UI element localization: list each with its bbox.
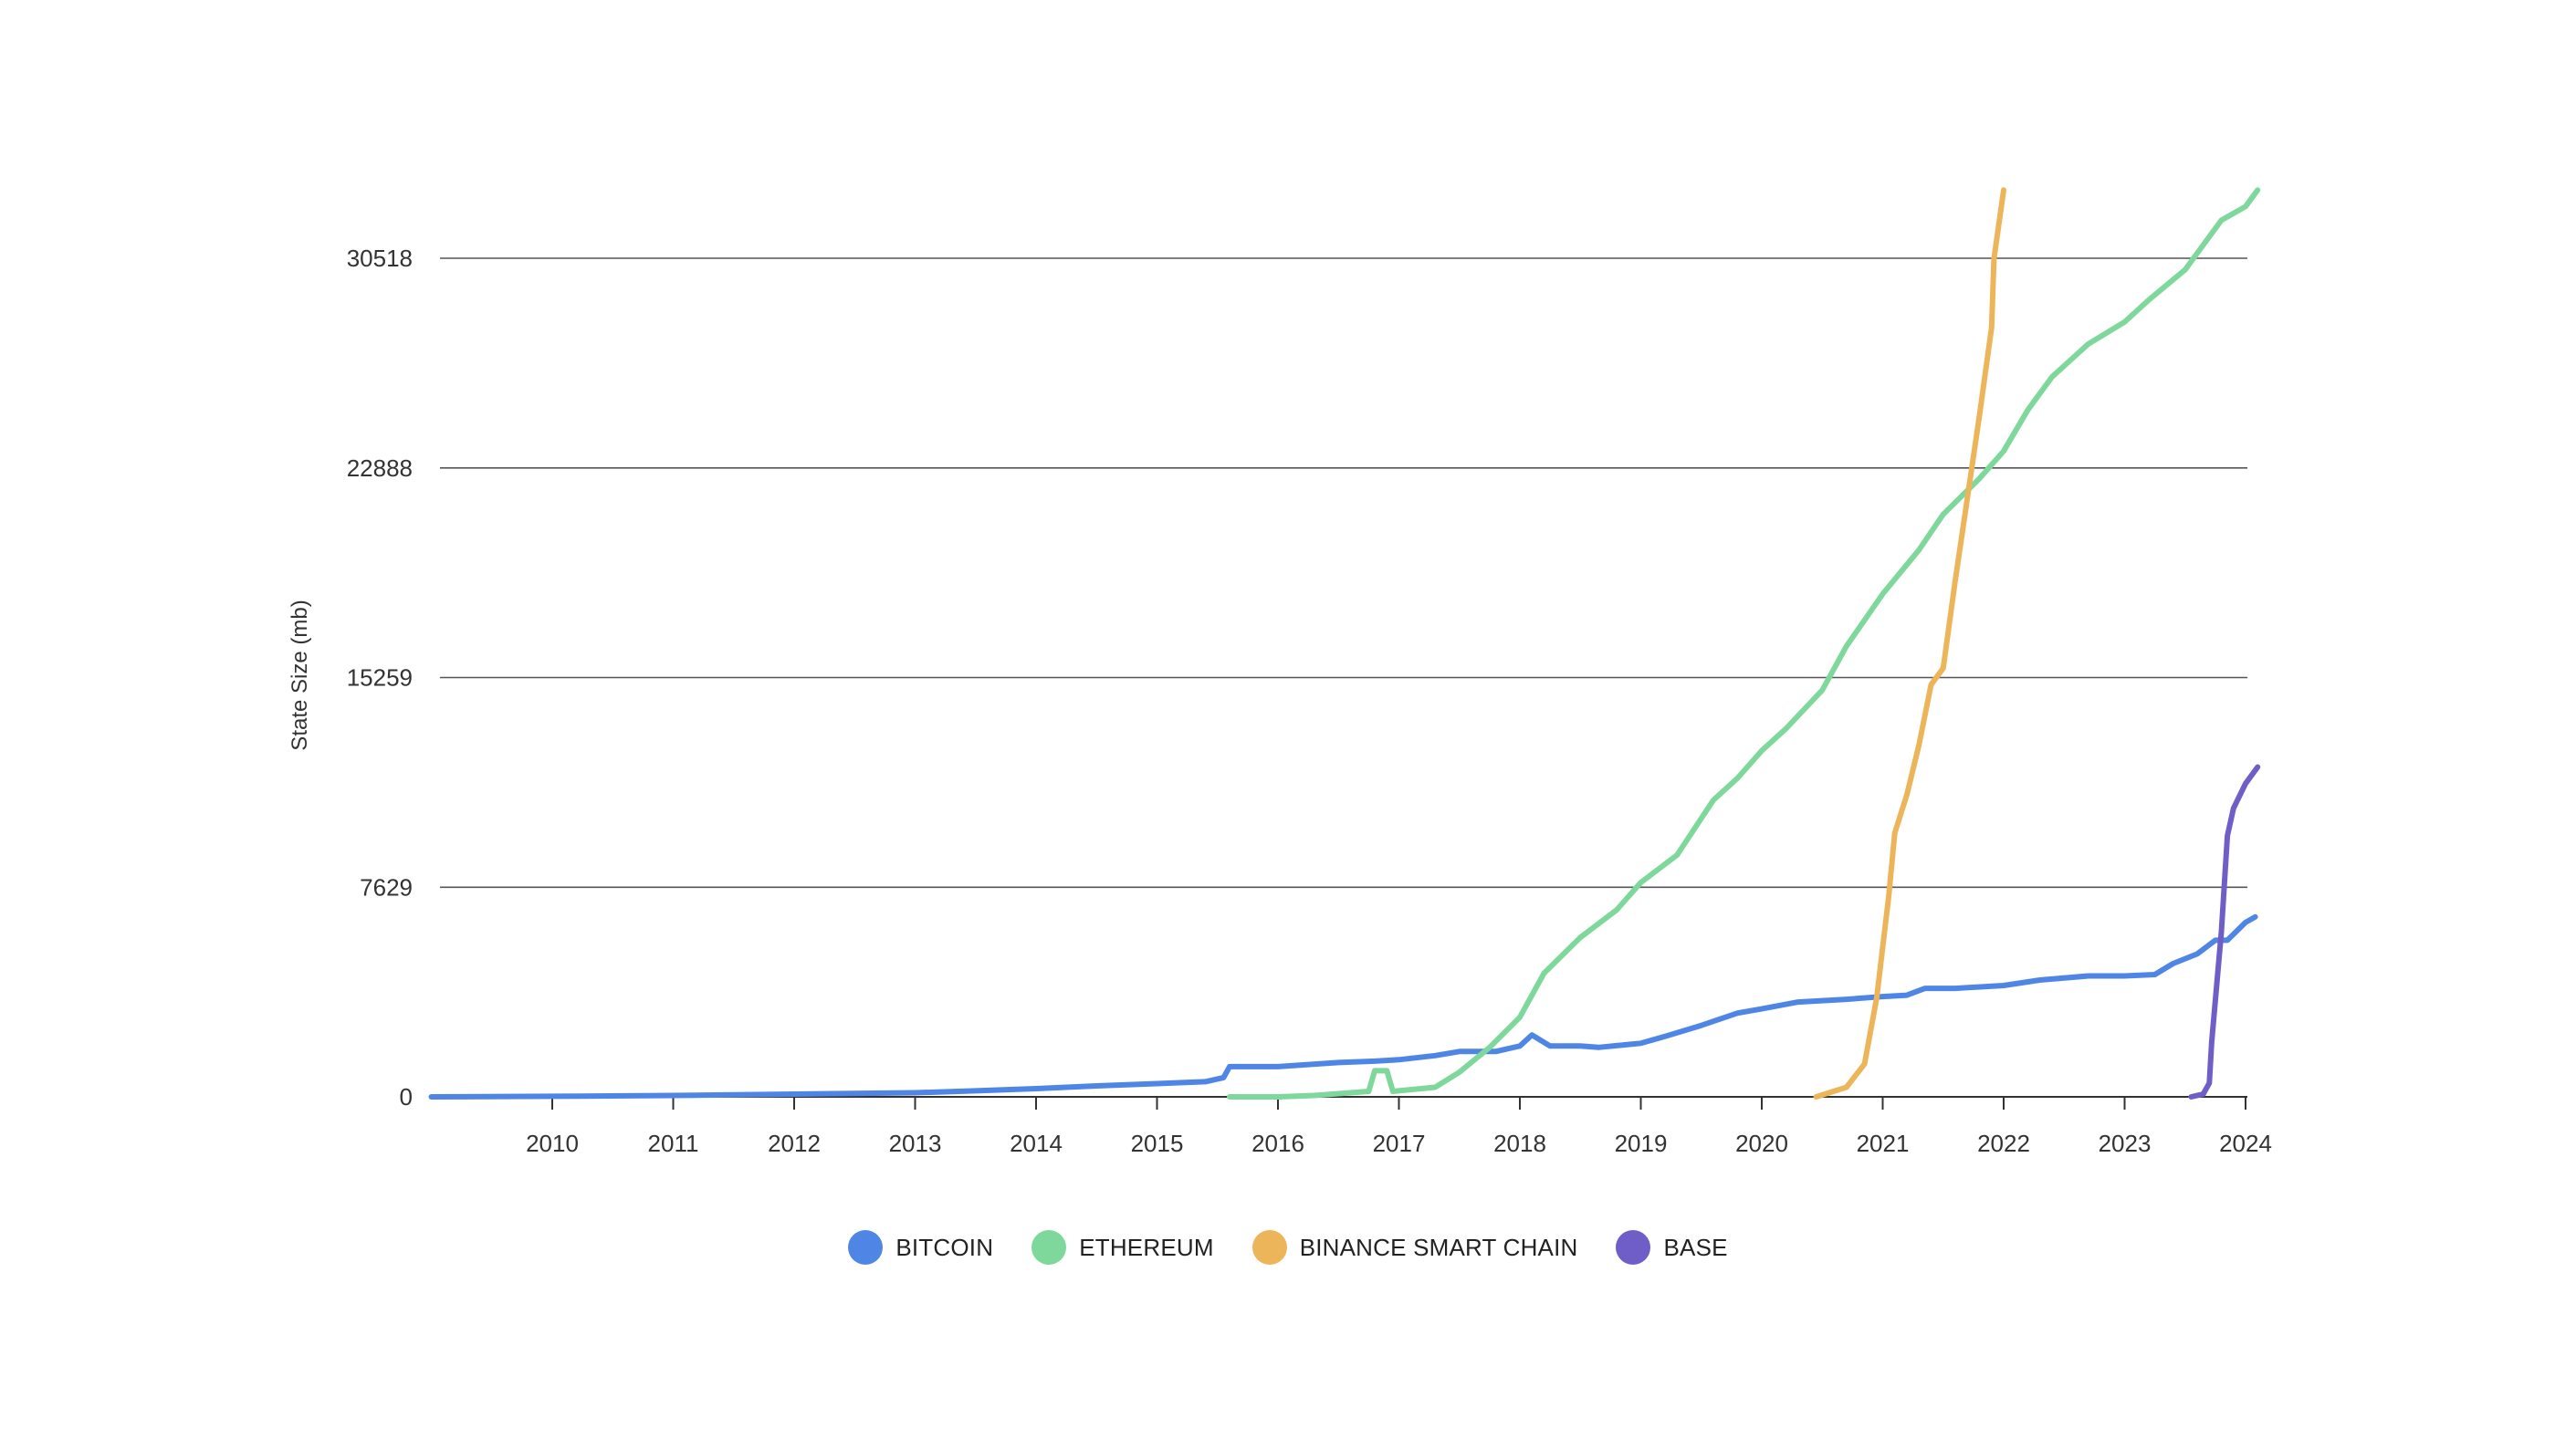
grid-layer bbox=[440, 257, 2247, 889]
y-axis-ticks: 0 7629 15259 22888 30518 bbox=[347, 245, 413, 1111]
x-tick-label: 2015 bbox=[1131, 1130, 1184, 1157]
x-tick-label: 2018 bbox=[1493, 1130, 1546, 1157]
legend-item-ethereum[interactable]: ETHEREUM bbox=[1031, 1230, 1214, 1265]
x-tick-label: 2019 bbox=[1615, 1130, 1668, 1157]
y-tick-label: 15259 bbox=[347, 664, 413, 692]
legend-swatch-base bbox=[1616, 1230, 1651, 1265]
legend-label: BINANCE SMART CHAIN bbox=[1299, 1233, 1578, 1261]
x-tick-label: 2021 bbox=[1857, 1130, 1910, 1157]
x-axis: 2010 2011 2012 2013 2014 2015 2016 2017 2018 2019… bbox=[440, 1096, 2272, 1157]
y-tick-label: 30518 bbox=[347, 245, 413, 272]
legend-swatch-binance-smart-chain bbox=[1251, 1230, 1287, 1265]
x-tick-label: 2023 bbox=[2099, 1130, 2152, 1157]
series-line-binance-smart-chain bbox=[1813, 187, 2006, 1100]
legend-label: BITCOIN bbox=[895, 1233, 994, 1261]
x-tick-label: 2013 bbox=[889, 1130, 942, 1157]
y-tick-label: 22888 bbox=[347, 454, 413, 482]
legend-item-base[interactable]: BASE bbox=[1616, 1230, 1727, 1265]
legend-label: BASE bbox=[1663, 1233, 1728, 1261]
x-tick-label: 2011 bbox=[648, 1130, 699, 1157]
x-tick-label: 2016 bbox=[1251, 1130, 1304, 1157]
series-line-base bbox=[2188, 764, 2261, 1100]
x-tick-label: 2017 bbox=[1373, 1130, 1426, 1157]
x-tick-label: 2010 bbox=[526, 1130, 579, 1157]
x-tick-label: 2012 bbox=[768, 1130, 821, 1157]
legend-swatch-ethereum bbox=[1031, 1230, 1067, 1265]
y-axis-title: State Size (mb) bbox=[288, 600, 312, 750]
series-layer bbox=[428, 187, 2261, 1100]
legend: BITCOIN ETHEREUM BINANCE SMART CHAIN BAS… bbox=[0, 1230, 2576, 1265]
x-tick-label: 2020 bbox=[1735, 1130, 1788, 1157]
legend-swatch-bitcoin bbox=[848, 1230, 884, 1265]
legend-label: ETHEREUM bbox=[1079, 1233, 1214, 1261]
x-tick-label: 2014 bbox=[1010, 1130, 1063, 1157]
legend-item-bitcoin[interactable]: BITCOIN bbox=[848, 1230, 993, 1265]
x-tick-label: 2024 bbox=[2219, 1130, 2272, 1157]
legend-item-binance-smart-chain[interactable]: BINANCE SMART CHAIN bbox=[1251, 1230, 1578, 1265]
series-line-bitcoin bbox=[428, 913, 2258, 1100]
x-tick-label: 2022 bbox=[1977, 1130, 2030, 1157]
y-tick-label: 0 bbox=[400, 1083, 413, 1111]
y-tick-label: 7629 bbox=[360, 873, 413, 901]
series-line-ethereum bbox=[1227, 187, 2261, 1100]
